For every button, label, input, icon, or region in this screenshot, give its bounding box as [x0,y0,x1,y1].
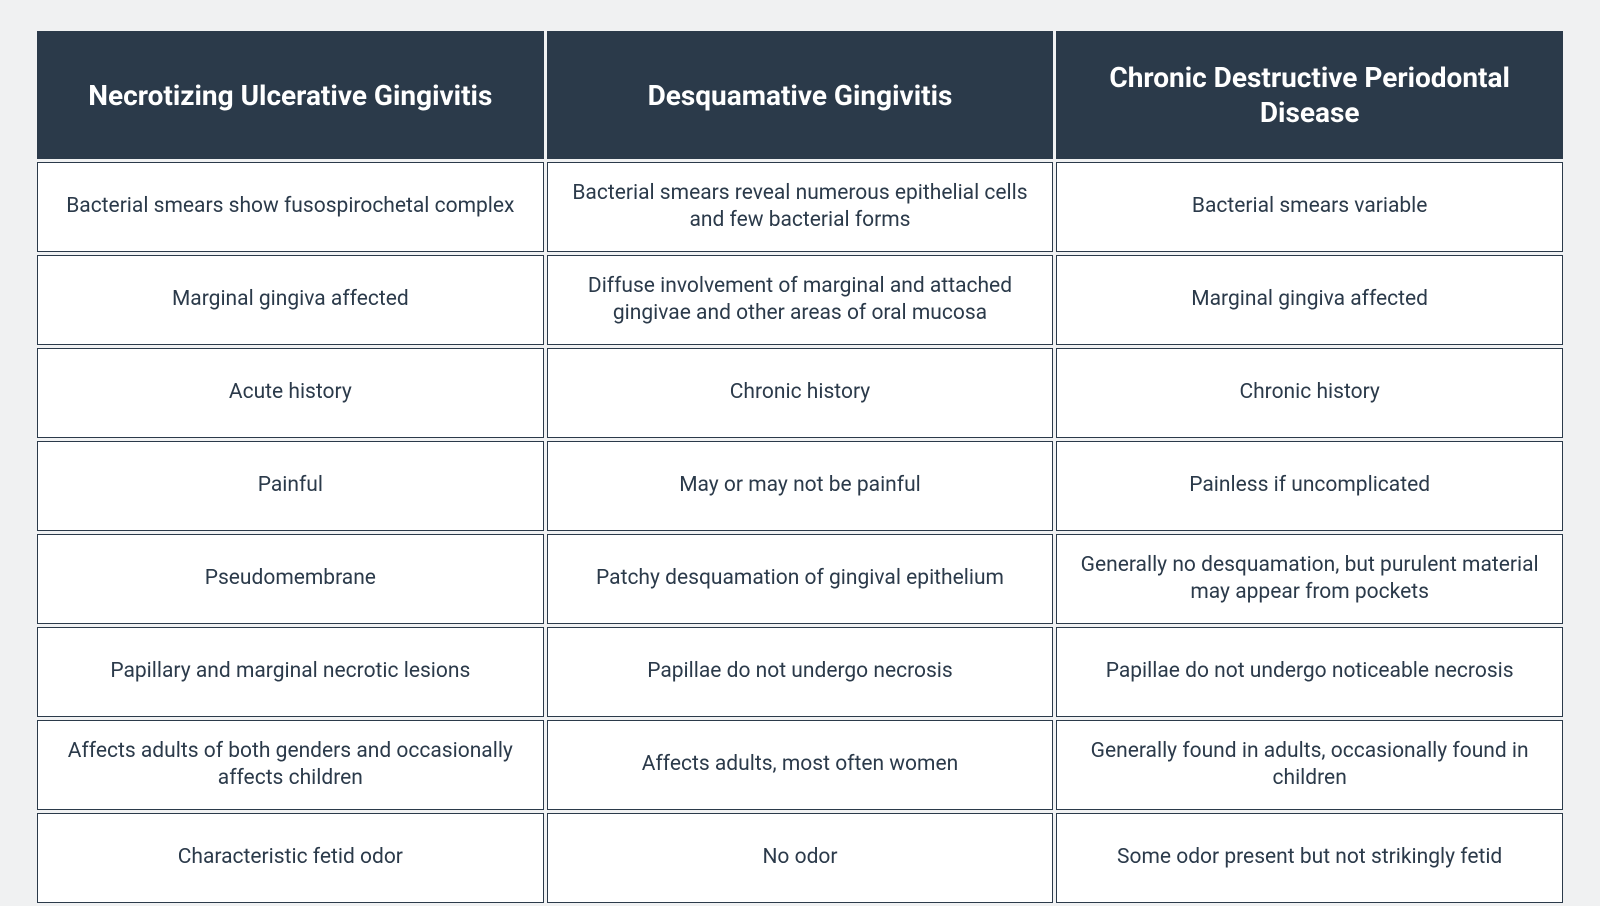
table-row: Painful May or may not be painful Painle… [37,441,1563,531]
table-cell: Bacterial smears show fusospirochetal co… [37,162,544,252]
table-row: Acute history Chronic history Chronic hi… [37,348,1563,438]
table-cell: Painless if uncomplicated [1056,441,1563,531]
comparison-table: Necrotizing Ulcerative Gingivitis Desqua… [34,28,1566,906]
table-row: Characteristic fetid odor No odor Some o… [37,813,1563,903]
table-row: Marginal gingiva affected Diffuse involv… [37,255,1563,345]
table-cell: Patchy desquamation of gingival epitheli… [547,534,1054,624]
column-header: Desquamative Gingivitis [547,31,1054,159]
table-cell: Affects adults, most often women [547,720,1054,810]
table-container: Necrotizing Ulcerative Gingivitis Desqua… [0,0,1600,900]
table-row: Affects adults of both genders and occas… [37,720,1563,810]
table-cell: May or may not be painful [547,441,1054,531]
table-cell: Pseudomembrane [37,534,544,624]
table-header-row: Necrotizing Ulcerative Gingivitis Desqua… [37,31,1563,159]
table-cell: Diffuse involvement of marginal and atta… [547,255,1054,345]
table-cell: Acute history [37,348,544,438]
table-cell: Marginal gingiva affected [37,255,544,345]
table-cell: Bacterial smears variable [1056,162,1563,252]
table-row: Bacterial smears show fusospirochetal co… [37,162,1563,252]
table-cell: Bacterial smears reveal numerous epithel… [547,162,1054,252]
table-cell: Papillae do not undergo necrosis [547,627,1054,717]
table-cell: Characteristic fetid odor [37,813,544,903]
table-row: Pseudomembrane Patchy desquamation of gi… [37,534,1563,624]
table-cell: Affects adults of both genders and occas… [37,720,544,810]
table-cell: No odor [547,813,1054,903]
table-cell: Marginal gingiva affected [1056,255,1563,345]
column-header: Necrotizing Ulcerative Gingivitis [37,31,544,159]
table-cell: Some odor present but not strikingly fet… [1056,813,1563,903]
table-cell: Papillary and marginal necrotic lesions [37,627,544,717]
table-cell: Generally no desquamation, but purulent … [1056,534,1563,624]
table-cell: Painful [37,441,544,531]
table-cell: Papillae do not undergo noticeable necro… [1056,627,1563,717]
table-row: Papillary and marginal necrotic lesions … [37,627,1563,717]
column-header: Chronic Destructive Periodontal Disease [1056,31,1563,159]
table-cell: Chronic history [547,348,1054,438]
table-cell: Chronic history [1056,348,1563,438]
table-cell: Generally found in adults, occasionally … [1056,720,1563,810]
